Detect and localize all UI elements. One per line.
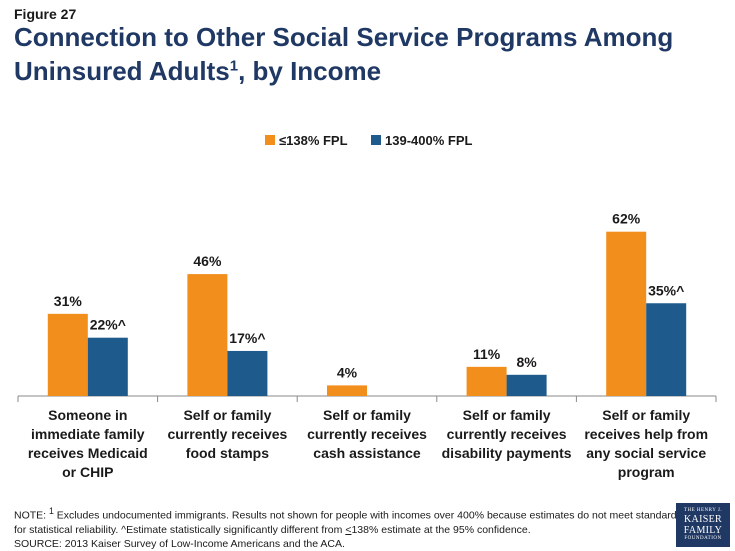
- category-label-1: or CHIP: [62, 464, 113, 480]
- category-label-5: program: [618, 464, 675, 480]
- title-line2: Uninsured Adults: [14, 56, 230, 86]
- legend-swatch-1: [265, 135, 275, 145]
- category-label-5: receives help from: [584, 426, 708, 442]
- category-label-1: receives Medicaid: [28, 445, 148, 461]
- figure-label: Figure 27: [14, 6, 77, 22]
- bar-series1-group1: [47, 313, 88, 396]
- category-label-1: immediate family: [31, 426, 145, 442]
- category-label-4: disability payments: [442, 445, 572, 461]
- source-text: SOURCE: 2013 Kaiser Survey of Low-Income…: [14, 537, 345, 550]
- bar-series1-group3: [327, 385, 367, 396]
- category-label-1: Someone in: [48, 407, 127, 423]
- bar-series1-group4: [466, 366, 507, 396]
- legend-label-2: 139-400% FPL: [385, 133, 472, 148]
- bar-chart: ≤138% FPL 139-400% FPL 31% 22%^ Someone in im…: [17, 133, 717, 480]
- category-label-2: food stamps: [186, 445, 269, 461]
- logo-line2: KAISER: [684, 514, 722, 525]
- category-label-4: currently receives: [447, 426, 567, 442]
- chart-title: Connection to Other Social Service Progr…: [14, 20, 714, 88]
- title-line1: Connection to Other Social Service Progr…: [14, 22, 674, 52]
- logo-line1: THE HENRY J.: [683, 508, 723, 513]
- category-label-5: any social service: [586, 445, 706, 461]
- data-label-series2-group1: 22%^: [90, 317, 126, 333]
- category-label-4: Self or family: [463, 407, 551, 423]
- legend-swatch-2: [371, 135, 381, 145]
- category-label-5: Self or family: [602, 407, 690, 423]
- data-label-series1-group5: 62%: [612, 211, 641, 227]
- bar-series2-group2: [227, 350, 268, 396]
- legend-label-1: ≤138% FPL: [279, 133, 348, 148]
- data-label-series2-group5: 35%^: [648, 282, 684, 298]
- category-label-2: Self or family: [183, 407, 271, 423]
- bar-series2-group1: [87, 337, 128, 396]
- bar-series2-group4: [506, 374, 547, 396]
- data-label-series1-group1: 31%: [54, 293, 83, 309]
- category-label-3: currently receives: [307, 426, 427, 442]
- kff-logo: THE HENRY J. KAISER FAMILY FOUNDATION: [676, 503, 730, 547]
- note-text-end: 138% estimate at the 95% confidence.: [351, 523, 531, 536]
- data-label-series1-group4: 11%: [473, 346, 501, 362]
- title-line2-end: , by Income: [238, 56, 382, 86]
- bar-series1-group5: [606, 231, 647, 396]
- logo-line3: FAMILY: [683, 525, 723, 536]
- bar-series2-group5: [646, 303, 687, 396]
- category-label-3: cash assistance: [313, 445, 421, 461]
- bar-series1-group2: [187, 274, 228, 396]
- data-label-series1-group2: 46%: [193, 253, 222, 269]
- category-label-2: currently receives: [167, 426, 287, 442]
- note-footnote-mark: 1: [49, 506, 54, 516]
- logo-line4: FOUNDATION: [684, 536, 722, 541]
- data-label-series1-group3: 4%: [337, 364, 358, 380]
- data-label-series2-group4: 8%: [516, 354, 537, 370]
- data-label-series2-group2: 17%^: [229, 330, 265, 346]
- category-label-3: Self or family: [323, 407, 411, 423]
- footnote: NOTE: 1 Excludes undocumented immigrants…: [14, 504, 694, 551]
- note-le-symbol: <: [345, 523, 352, 536]
- note-text: Excludes undocumented immigrants. Result…: [14, 509, 682, 536]
- note-prefix: NOTE:: [14, 509, 50, 522]
- title-footnote-mark: 1: [229, 57, 239, 75]
